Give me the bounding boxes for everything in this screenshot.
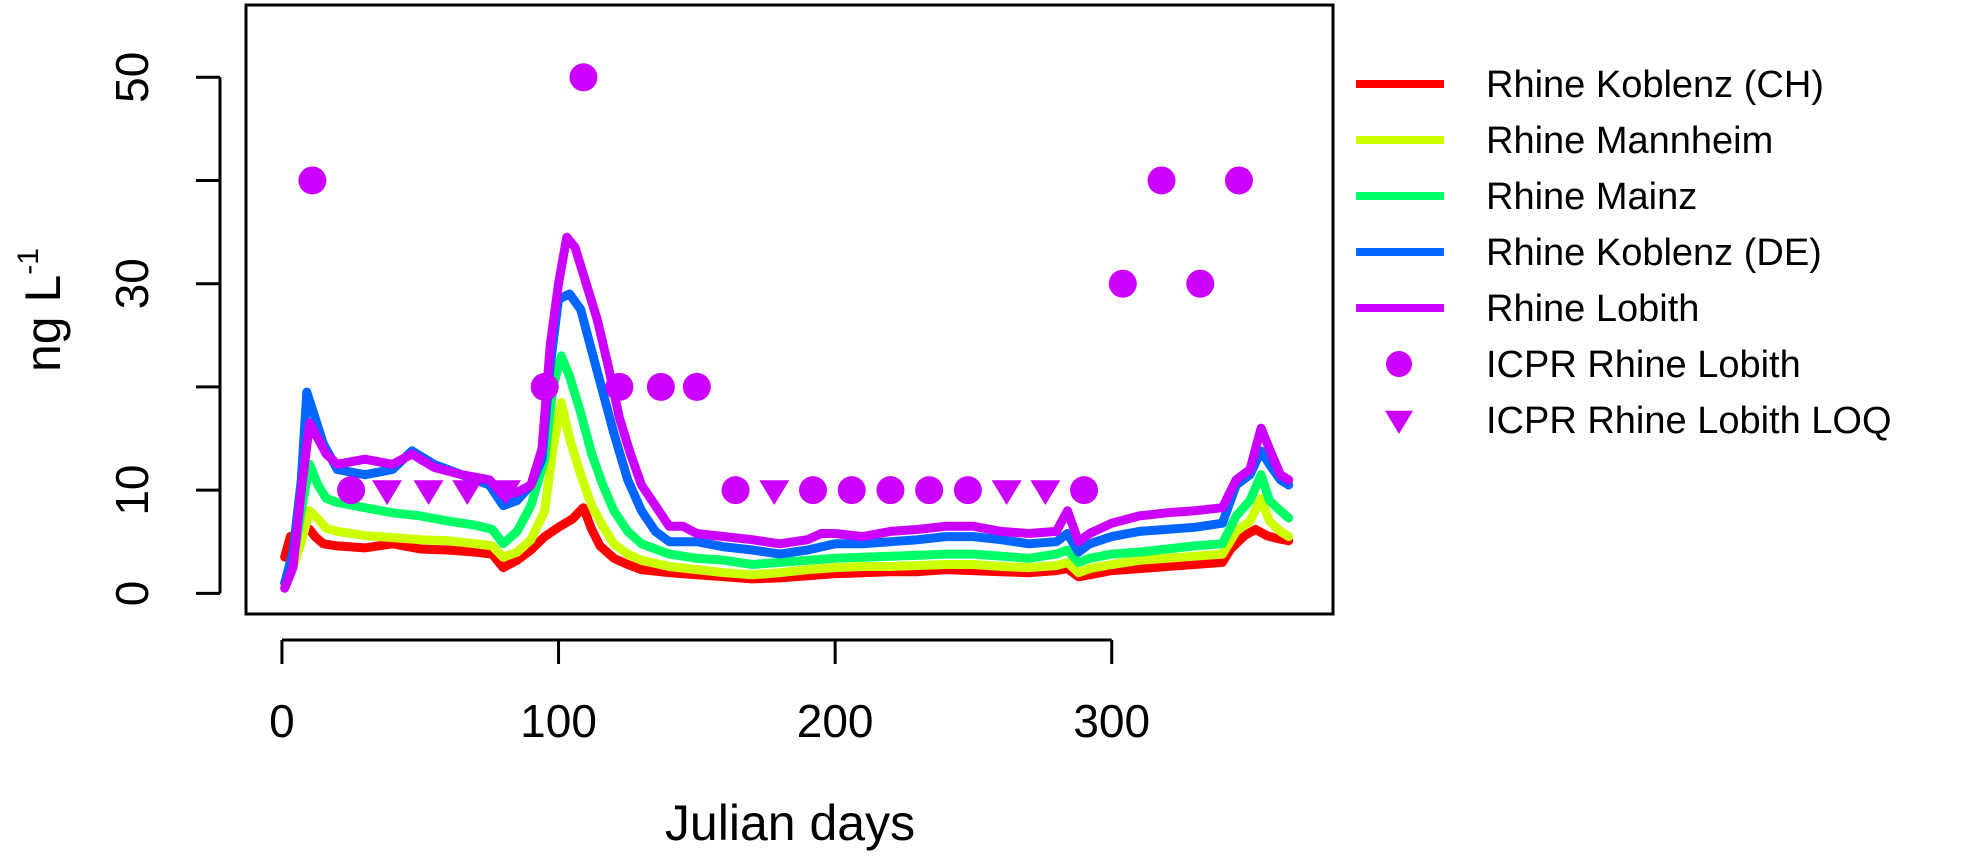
icpr-loq-point-4: [490, 480, 521, 505]
icpr-loq-point-3: [452, 480, 483, 505]
legend-label: ICPR Rhine Lobith LOQ: [1486, 400, 1892, 442]
icpr-point-10: [837, 476, 866, 505]
legend-marker: [1385, 410, 1413, 434]
icpr-point-8: [721, 476, 750, 505]
legend-item: Rhine Mainz: [1356, 176, 1697, 218]
y-tick-label: 0: [106, 581, 158, 607]
series-line-1: [280, 503, 1294, 584]
icpr-point-14: [1070, 476, 1099, 505]
legend-item: Rhine Mannheim: [1356, 120, 1773, 162]
y-tick-label: 30: [106, 258, 158, 309]
y-axis: 0 10 30 50: [106, 52, 222, 607]
series-line-3: [280, 351, 1294, 588]
icpr-point-11: [876, 476, 905, 505]
icpr-loq-point-6: [991, 480, 1022, 505]
icpr-loq-point-1: [372, 480, 403, 505]
icpr-point-16: [1147, 166, 1176, 195]
legend-item: Rhine Koblenz (CH): [1356, 64, 1824, 106]
icpr-point-13: [953, 476, 982, 505]
x-axis: 0 100 200 300: [269, 638, 1150, 747]
legend-label: Rhine Mainz: [1486, 176, 1697, 218]
x-axis-title: Julian days: [665, 795, 915, 851]
legend-item: ICPR Rhine Lobith: [1386, 344, 1801, 386]
legend-label: ICPR Rhine Lobith: [1486, 344, 1801, 386]
icpr-point-4: [569, 63, 598, 92]
y-axis-title-superscript: -1: [12, 248, 45, 275]
legend-label: Rhine Lobith: [1486, 288, 1699, 330]
icpr-point-1: [298, 166, 327, 195]
icpr-point-12: [915, 476, 944, 505]
icpr-point-15: [1108, 269, 1137, 298]
icpr-point-2: [337, 476, 366, 505]
points-layer: [298, 63, 1253, 505]
plot-frame: [244, 3, 1335, 616]
x-tick-label: 0: [269, 695, 295, 747]
legend-marker: [1386, 351, 1412, 377]
legend-item: Rhine Koblenz (DE): [1356, 232, 1822, 274]
icpr-point-6: [646, 372, 675, 401]
y-tick-label: 50: [106, 52, 158, 103]
legend-label: Rhine Koblenz (CH): [1486, 64, 1824, 106]
y-axis-title-main: ng L: [15, 275, 71, 372]
icpr-loq-point-7: [1030, 480, 1061, 505]
icpr-point-5: [605, 372, 634, 401]
series-line-5: [280, 232, 1294, 593]
series-line-2: [280, 397, 1294, 588]
legend-item: ICPR Rhine Lobith LOQ: [1385, 400, 1892, 442]
legend: Rhine Koblenz (CH) Rhine Mannheim Rhine Ma…: [1356, 64, 1892, 442]
x-tick-label: 300: [1073, 695, 1150, 747]
x-tick-label: 100: [520, 695, 597, 747]
icpr-point-9: [799, 476, 828, 505]
icpr-point-7: [682, 372, 711, 401]
icpr-loq-point-5: [759, 480, 790, 505]
legend-label: Rhine Koblenz (DE): [1486, 232, 1822, 274]
legend-label: Rhine Mannheim: [1486, 120, 1773, 162]
y-tick-label: 10: [106, 465, 158, 516]
icpr-loq-point-2: [413, 480, 444, 505]
x-tick-label: 200: [797, 695, 874, 747]
icpr-point-3: [530, 372, 559, 401]
legend-item: Rhine Lobith: [1356, 288, 1699, 330]
icpr-point-17: [1186, 269, 1215, 298]
y-axis-title: ng L-1: [12, 248, 71, 372]
icpr-point-18: [1224, 166, 1253, 195]
series-layer: [280, 232, 1294, 593]
